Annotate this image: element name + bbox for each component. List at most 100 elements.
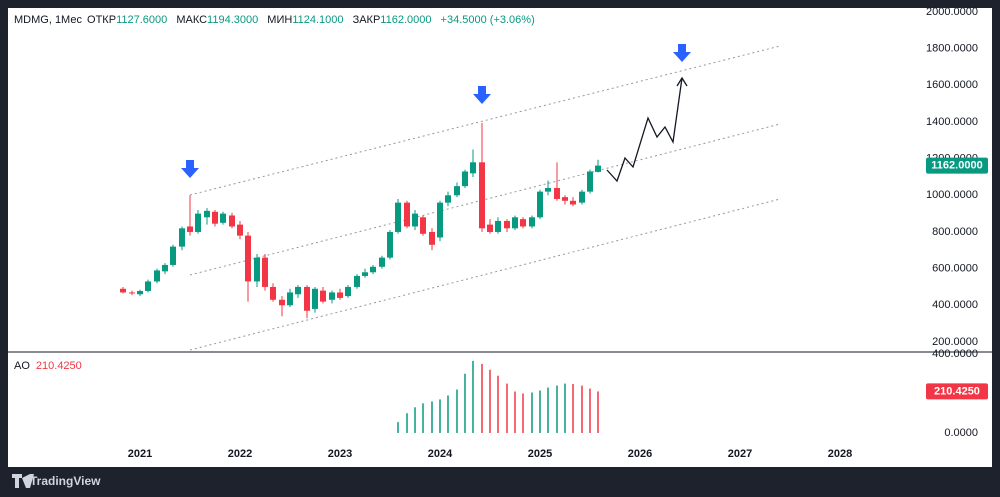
candle-body <box>395 202 401 232</box>
x-tick-label: 2024 <box>428 448 453 460</box>
legend-label: ЗАКР <box>352 14 381 26</box>
y-tick-label: 1600.0000 <box>926 79 978 91</box>
y-tick-label: 200.0000 <box>932 336 978 348</box>
change: +34.5000 (+3.06%) <box>440 14 535 26</box>
brand: TradingView <box>30 474 101 488</box>
candle-body <box>479 162 485 229</box>
candle-body <box>470 162 476 174</box>
candle-body <box>129 292 135 294</box>
candle-body <box>562 197 568 201</box>
candle-body <box>579 191 585 203</box>
candle-body <box>220 213 226 223</box>
candle-body <box>437 202 443 238</box>
x-tick-label: 2025 <box>528 448 552 460</box>
logo <box>12 474 34 488</box>
projection-head <box>676 76 688 87</box>
x-tick-label: 2021 <box>128 448 152 460</box>
legend-value: 1162.0000 <box>380 14 432 26</box>
arrow <box>673 44 691 62</box>
candle-body <box>262 257 268 287</box>
y-tick-label: 1800.0000 <box>926 43 978 55</box>
candle-body <box>362 272 368 276</box>
candle-body <box>137 290 143 295</box>
candle-body <box>187 226 193 232</box>
candle-body <box>454 186 460 196</box>
candle-body <box>287 292 293 306</box>
candle-body <box>545 187 551 192</box>
x-tick-label: 2022 <box>228 448 252 460</box>
legend-value: 1124.1000 <box>292 14 344 26</box>
candle-body <box>320 290 326 302</box>
arrow <box>181 160 199 178</box>
candle-body <box>495 220 501 232</box>
x-tick-label: 2023 <box>328 448 352 460</box>
y-tick-label: 2000.0000 <box>926 6 978 18</box>
y-tick-label: 0.0000 <box>944 427 978 439</box>
candle-body <box>312 288 318 309</box>
channel-line <box>189 123 781 276</box>
candle-body <box>429 231 435 245</box>
ao-box <box>926 383 988 400</box>
candle-body <box>212 211 218 224</box>
y-tick-label: 600.0000 <box>932 263 978 275</box>
y-tick-label: 400.0000 <box>932 299 978 311</box>
candle-body <box>520 219 526 227</box>
candle-body <box>570 200 576 205</box>
y-tick-label: 1400.0000 <box>926 116 978 128</box>
candle-body <box>237 224 243 236</box>
legend: MDMG, 1Мес ОТКР1127.6000 МАКС1194.3000 М… <box>14 14 541 26</box>
candle-body <box>179 228 185 247</box>
arrow <box>473 86 491 104</box>
candle-body <box>145 281 151 291</box>
legend-value: 1127.6000 <box>116 14 168 26</box>
candle-body <box>404 202 410 227</box>
candle-body <box>387 231 393 258</box>
candle-body <box>504 220 510 229</box>
candle-body <box>279 299 285 306</box>
candle-body <box>254 257 260 282</box>
legend-label: МИН <box>267 14 293 26</box>
candle-body <box>595 165 601 172</box>
ao-value: 210.4250 <box>35 360 82 372</box>
ao-legend: AO 210.4250 <box>14 360 82 372</box>
candle-body <box>304 286 310 311</box>
legend-label: МАКС <box>176 14 208 26</box>
y-tick-label: 1000.0000 <box>926 189 978 201</box>
channel-line <box>189 198 781 351</box>
legend-label: ОТКР <box>87 14 117 26</box>
arrows <box>181 44 691 178</box>
candle-body <box>162 264 168 272</box>
candle-body <box>537 191 543 218</box>
price-label: 1162.0000 <box>931 160 982 172</box>
candle-body <box>345 286 351 297</box>
candle-body <box>120 288 126 293</box>
channel <box>189 45 781 351</box>
ao-label: 210.4250 <box>934 385 980 397</box>
y-tick-label: 400.0000 <box>932 348 978 360</box>
candle-body <box>412 213 418 227</box>
legend-value: 1194.3000 <box>207 14 259 26</box>
y-tick-label: 800.0000 <box>932 226 978 238</box>
candle-body <box>445 195 451 203</box>
ao-name: AO <box>14 360 30 372</box>
x-tick-label: 2027 <box>728 448 752 460</box>
channel-line <box>189 45 781 196</box>
candle-body <box>512 217 518 229</box>
candle-body <box>204 210 210 218</box>
candle-body <box>379 257 385 267</box>
projection <box>606 77 683 183</box>
candle-body <box>245 235 251 282</box>
candle-body <box>154 270 160 282</box>
candle-body <box>487 224 493 232</box>
x-tick-label: 2026 <box>628 448 652 460</box>
symbol: MDMG, 1Мес <box>14 14 82 26</box>
candle-body <box>370 266 376 273</box>
candle-body <box>295 286 301 295</box>
candle-body <box>354 275 360 287</box>
candle-body <box>329 292 335 300</box>
candle-body <box>337 292 343 298</box>
candle-body <box>170 246 176 265</box>
candle-body <box>529 217 535 227</box>
candle-body <box>554 187 560 199</box>
price-box <box>926 157 988 174</box>
